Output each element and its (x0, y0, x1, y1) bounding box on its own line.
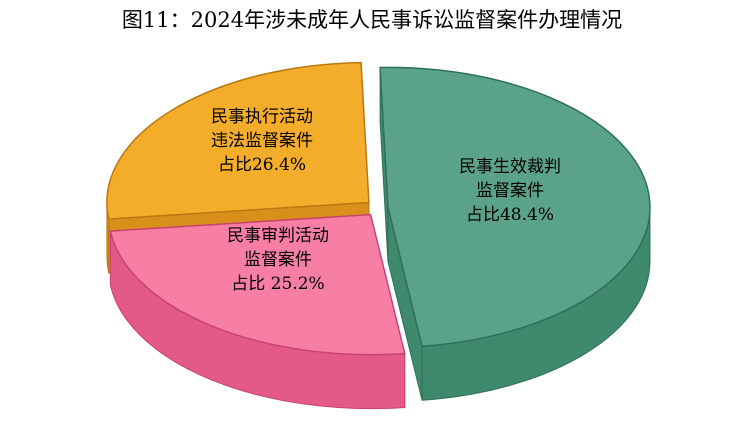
slice-label-line: 民事审判活动 (227, 226, 329, 246)
pie-slice (106, 61, 370, 220)
pie-tops (106, 61, 651, 356)
slice-label-line: 占比26.4% (218, 155, 306, 175)
slice-label: 民事审判活动监督案件占比 25.2% (227, 226, 329, 294)
slice-label-line: 民事生效裁判 (459, 157, 561, 177)
slice-label-line: 占比48.4% (466, 205, 554, 225)
slice-label-line: 监督案件 (244, 250, 312, 270)
slice-label: 民事执行活动违法监督案件占比26.4% (211, 107, 313, 175)
chart-title: 图11：2024年涉未成年人民事诉讼监督案件办理情况 (121, 8, 623, 32)
pie-labels: 民事生效裁判监督案件占比48.4%民事审判活动监督案件占比 25.2%民事执行活… (211, 107, 561, 294)
pie-slice (379, 66, 651, 348)
pie-slice (109, 213, 406, 356)
slice-label-line: 违法监督案件 (211, 131, 313, 151)
slice-label-line: 监督案件 (476, 181, 544, 201)
slice-label: 民事生效裁判监督案件占比48.4% (459, 157, 561, 225)
slice-label-line: 民事执行活动 (211, 107, 313, 127)
slice-label-line: 占比 25.2% (231, 274, 324, 294)
